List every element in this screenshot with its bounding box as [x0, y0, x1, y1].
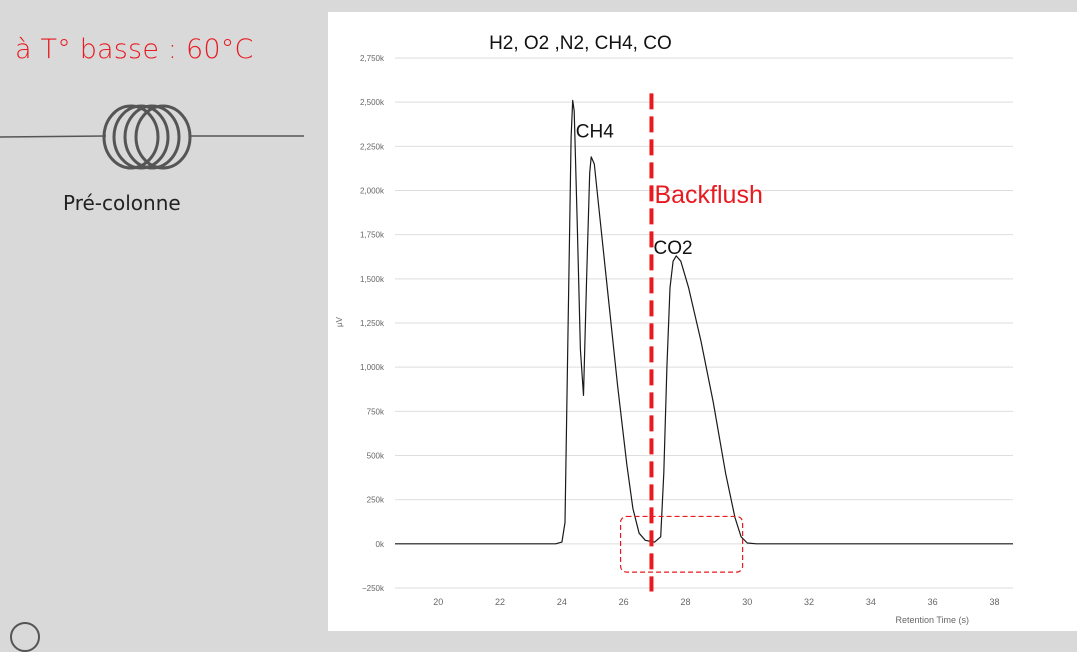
- y-tick-label: 1,500k: [360, 275, 385, 284]
- y-tick-label: 2,500k: [360, 98, 385, 107]
- x-axis-ticks: 20 22 24 26 28 30 32 34 36 38: [433, 597, 999, 607]
- x-tick-label: 22: [495, 597, 505, 607]
- x-tick-label: 24: [557, 597, 567, 607]
- ch4-peak-label: CH4: [576, 122, 614, 143]
- circle-icon: [10, 622, 40, 652]
- grid-lines: [395, 57, 1013, 589]
- y-tick-label: 2,000k: [360, 187, 385, 196]
- y-tick-label: 250k: [367, 496, 385, 505]
- y-tick-label: 1,750k: [360, 231, 385, 240]
- column-line-left: [0, 135, 107, 138]
- y-tick-label: 1,250k: [360, 319, 385, 328]
- y-tick-label: 500k: [367, 452, 385, 461]
- x-tick-label: 34: [866, 597, 876, 607]
- y-tick-label: 2,750k: [360, 54, 385, 63]
- backflush-label: Backflush: [654, 181, 762, 209]
- x-tick-label: 28: [680, 597, 690, 607]
- x-tick-label: 38: [989, 597, 999, 607]
- y-axis-label: µV: [335, 316, 344, 327]
- x-tick-label: 30: [742, 597, 752, 607]
- x-tick-label: 26: [619, 597, 629, 607]
- co2-peak-label: CO2: [653, 238, 692, 259]
- x-axis-label: Retention Time (s): [895, 615, 969, 625]
- x-tick-label: 20: [433, 597, 443, 607]
- y-axis-ticks: −250k 0k 250k 500k 750k 1,000k 1,250k 1,500k 1,7…: [360, 54, 385, 593]
- backflush-zone-box: [619, 515, 744, 573]
- x-tick-label: 32: [804, 597, 814, 607]
- pre-column-coil-icon: [0, 104, 304, 170]
- y-tick-label: −250k: [362, 584, 385, 593]
- chart-area: −250k 0k 250k 500k 750k 1,000k 1,250k 1,500k 1,7…: [328, 12, 1077, 631]
- condition-title: à T° basse : 60°C: [15, 34, 254, 65]
- left-panel: à T° basse : 60°C Pré-colonne: [0, 0, 328, 652]
- chromatogram-trace: [395, 99, 1013, 545]
- chromatogram-chart: −250k 0k 250k 500k 750k 1,000k 1,250k 1,500k 1,7…: [335, 33, 1013, 625]
- x-tick-label: 36: [928, 597, 938, 607]
- pre-column-label: Pré-colonne: [63, 191, 181, 215]
- y-tick-label: 0k: [376, 540, 385, 549]
- series-layer: [395, 99, 1013, 545]
- y-tick-label: 2,250k: [360, 142, 385, 151]
- y-tick-label: 750k: [367, 407, 385, 416]
- y-tick-label: 1,000k: [360, 363, 385, 372]
- peak-group-label: H2, O2 ,N2, CH4, CO: [489, 33, 672, 54]
